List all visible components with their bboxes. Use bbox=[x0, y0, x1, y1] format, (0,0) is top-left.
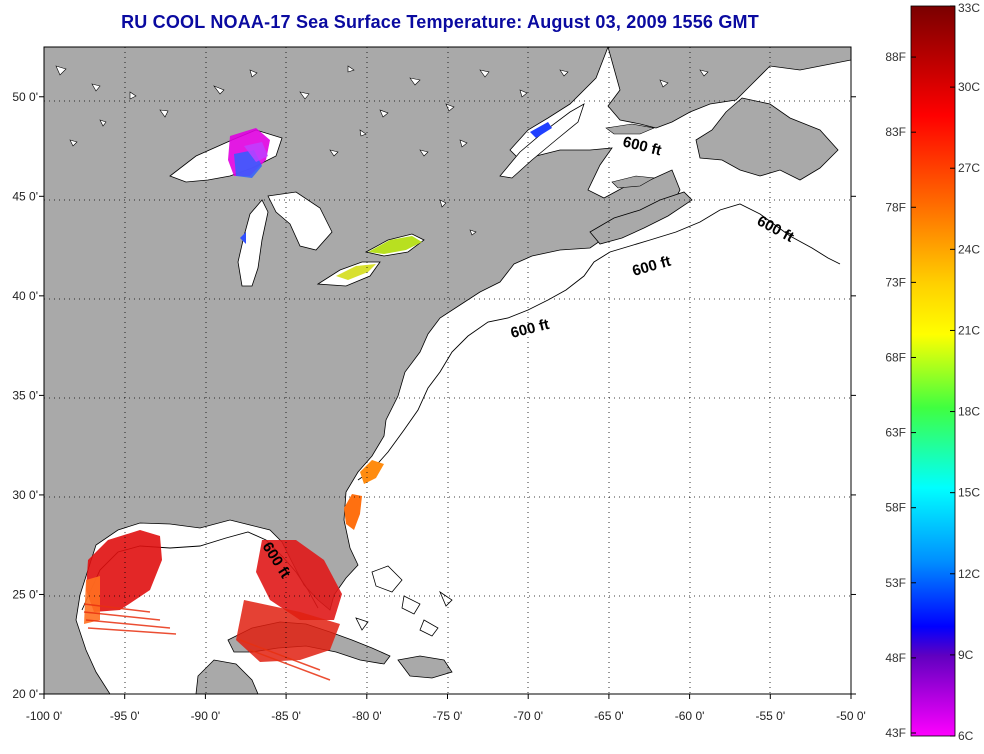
colorbar-f-label: 63F bbox=[885, 426, 906, 440]
colorbar-f-label: 43F bbox=[885, 726, 906, 740]
lon-tick-label: -80 0' bbox=[352, 709, 382, 723]
lat-tick-label: 35 0' bbox=[12, 388, 38, 402]
colorbar bbox=[910, 5, 956, 737]
colorbar-c-label: 27C bbox=[958, 161, 980, 175]
sst-gulf-west bbox=[86, 530, 162, 612]
colorbar-c-label: 21C bbox=[958, 323, 980, 337]
colorbar-c-label: 6C bbox=[958, 729, 974, 743]
colorbar-f-label: 48F bbox=[885, 651, 906, 665]
lat-tick-label: 45 0' bbox=[12, 189, 38, 203]
lat-tick-label: 50 0' bbox=[12, 90, 38, 104]
sst-lake-erie bbox=[336, 264, 376, 280]
land-anticosti bbox=[605, 123, 656, 135]
colorbar-c-label: 18C bbox=[958, 405, 980, 419]
sst-lake-ontario bbox=[368, 236, 422, 254]
bahamas-outlines bbox=[355, 565, 453, 637]
small-lakes bbox=[55, 65, 709, 236]
lon-tick-label: -95 0' bbox=[110, 709, 140, 723]
lon-tick-label: -90 0' bbox=[191, 709, 221, 723]
colorbar-c-label: 9C bbox=[958, 648, 974, 662]
land-nova-scotia bbox=[589, 191, 693, 245]
colorbar-f-label: 53F bbox=[885, 576, 906, 590]
colorbar-celsius-labels: 33C 30C 27C 24C 21C 18C 15C 12C 9C 6C bbox=[950, 1, 980, 743]
colorbar-f-label: 68F bbox=[885, 350, 906, 364]
land-hispaniola bbox=[397, 655, 453, 679]
colorbar-fahrenheit-labels: 88F 83F 78F 73F 68F 63F 58F 53F 48F 43F bbox=[885, 50, 916, 740]
sst-florida-east bbox=[256, 540, 342, 620]
land-north-america bbox=[44, 47, 681, 694]
sst-gulf-streaks bbox=[83, 603, 331, 681]
lon-tick-label: -85 0' bbox=[271, 709, 301, 723]
lat-tick-label: 40 0' bbox=[12, 289, 38, 303]
colorbar-f-label: 88F bbox=[885, 50, 906, 64]
map-title: RU COOL NOAA-17 Sea Surface Temperature:… bbox=[121, 12, 759, 32]
sst-georgia-coast bbox=[344, 494, 362, 530]
lon-tick-label: -100 0' bbox=[26, 709, 62, 723]
lat-tick-label: 30 0' bbox=[12, 488, 38, 502]
colorbar-c-label: 15C bbox=[958, 486, 980, 500]
colorbar-c-label: 33C bbox=[958, 1, 980, 15]
colorbar-f-label: 78F bbox=[885, 200, 906, 214]
land-yucatan bbox=[195, 659, 259, 694]
latitude-axis: 50 0' 45 0' 40 0' 35 0' 30 0' 25 0' 20 0' bbox=[12, 90, 856, 701]
land-pei bbox=[611, 175, 655, 189]
lon-tick-label: -65 0' bbox=[594, 709, 624, 723]
lon-tick-label: -70 0' bbox=[513, 709, 543, 723]
lon-tick-label: -50 0' bbox=[836, 709, 866, 723]
longitude-axis: -100 0' -95 0' -90 0' -85 0' -80 0' -75 0' -70… bbox=[26, 694, 866, 723]
lon-tick-label: -60 0' bbox=[675, 709, 705, 723]
colorbar-c-label: 24C bbox=[958, 242, 980, 256]
colorbar-f-label: 58F bbox=[885, 501, 906, 515]
lon-tick-label: -75 0' bbox=[433, 709, 463, 723]
sst-st-lawrence bbox=[530, 122, 552, 138]
sst-lake-superior bbox=[228, 128, 270, 178]
colorbar-f-label: 83F bbox=[885, 125, 906, 139]
sst-gulf-south bbox=[236, 600, 340, 662]
land-labrador bbox=[607, 47, 851, 129]
colorbar-c-label: 30C bbox=[958, 80, 980, 94]
sst-lake-michigan bbox=[240, 232, 246, 244]
contour-600ft-atlantic bbox=[357, 203, 841, 481]
lat-tick-label: 25 0' bbox=[12, 587, 38, 601]
colorbar-c-label: 12C bbox=[958, 567, 980, 581]
sst-carolina-coast bbox=[360, 460, 384, 484]
sst-gulf-west-orange bbox=[84, 576, 100, 624]
colorbar-f-label: 73F bbox=[885, 275, 906, 289]
lon-tick-label: -55 0' bbox=[755, 709, 785, 723]
lat-tick-label: 20 0' bbox=[12, 687, 38, 701]
